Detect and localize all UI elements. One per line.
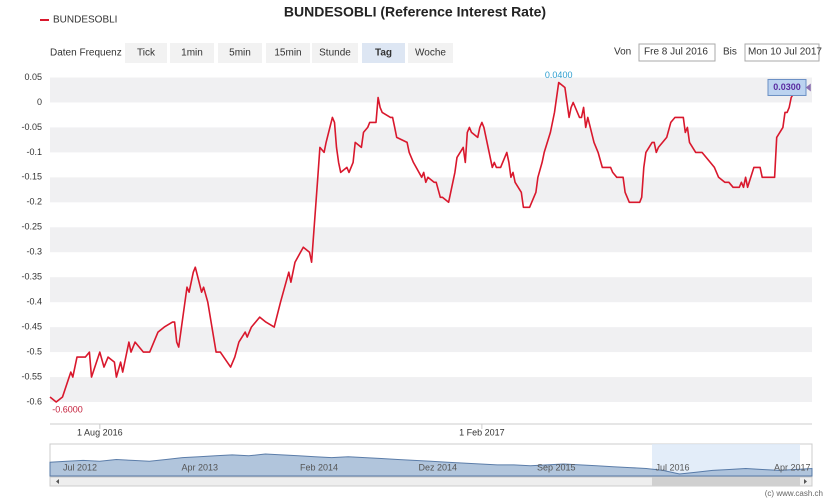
scrollbar-thumb[interactable] bbox=[652, 477, 800, 486]
navigator-series bbox=[49, 453, 813, 477]
grid-band bbox=[50, 77, 812, 103]
frequency-button[interactable] bbox=[408, 43, 453, 63]
grid-band bbox=[50, 227, 812, 253]
navigator-label: Apr 2017 bbox=[774, 462, 811, 472]
from-input[interactable] bbox=[638, 43, 716, 62]
grid-band bbox=[50, 127, 812, 153]
grid-band bbox=[50, 377, 812, 403]
frequency-button[interactable] bbox=[218, 43, 262, 63]
y-tick-label: -0.2 bbox=[26, 197, 42, 207]
y-tick-label: 0.05 bbox=[24, 72, 42, 82]
grid-band bbox=[50, 277, 812, 303]
frequency-button[interactable] bbox=[266, 43, 310, 63]
navigator-label: Feb 2014 bbox=[300, 462, 338, 472]
grid-band bbox=[50, 327, 812, 353]
grid-band bbox=[50, 177, 812, 203]
navigator-label: Dez 2014 bbox=[419, 462, 458, 472]
y-tick-label: -0.5 bbox=[26, 346, 42, 356]
frequency-button-label[interactable]: Tick bbox=[137, 48, 156, 59]
y-tick-label: 0 bbox=[37, 97, 42, 107]
scroll-right[interactable] bbox=[804, 479, 807, 484]
last-value-label: 0.0300 bbox=[773, 82, 801, 92]
to-input[interactable] bbox=[744, 43, 820, 62]
y-tick-label: -0.25 bbox=[21, 222, 42, 232]
y-tick-label: -0.55 bbox=[21, 371, 42, 381]
from-label: Von bbox=[614, 47, 631, 58]
navigator-label: Jul 2012 bbox=[63, 462, 97, 472]
frequency-button-label[interactable]: Tag bbox=[375, 48, 392, 59]
to-label: Bis bbox=[723, 47, 737, 58]
x-tick-label: 1 Feb 2017 bbox=[459, 427, 505, 437]
series-line bbox=[49, 81, 806, 403]
min-label: -0.6000 bbox=[52, 404, 83, 414]
x-tick-label: 1 Aug 2016 bbox=[77, 427, 123, 437]
y-tick-label: -0.45 bbox=[21, 322, 42, 332]
from-value[interactable]: Fre 8 Jul 2016 bbox=[644, 47, 708, 58]
y-tick-label: -0.4 bbox=[26, 297, 42, 307]
legend-label[interactable]: BUNDESOBLI bbox=[53, 15, 117, 26]
frequency-button-label[interactable]: Stunde bbox=[319, 48, 351, 59]
scrollbar[interactable] bbox=[49, 476, 813, 487]
frequency-button-label[interactable]: 1min bbox=[181, 48, 203, 59]
navigator-label: Jul 2016 bbox=[656, 462, 690, 472]
frequency-label: Daten Frequenz bbox=[50, 48, 122, 59]
credit: (c) www.cash.ch bbox=[765, 489, 823, 498]
navigator-label: Apr 2013 bbox=[182, 462, 219, 472]
frequency-button-label[interactable]: 15min bbox=[274, 48, 301, 59]
frequency-button[interactable] bbox=[125, 43, 167, 63]
navigator-label: Sep 2015 bbox=[537, 462, 576, 472]
y-tick-label: -0.1 bbox=[26, 147, 42, 157]
y-tick-label: -0.35 bbox=[21, 272, 42, 282]
y-tick-label: -0.3 bbox=[26, 247, 42, 257]
y-tick-label: -0.15 bbox=[21, 172, 42, 182]
plot-area bbox=[49, 77, 812, 403]
frequency-button-label[interactable]: 5min bbox=[229, 48, 251, 59]
chart-title: BUNDESOBLI (Reference Interest Rate) bbox=[284, 4, 546, 20]
y-tick-label: -0.05 bbox=[21, 122, 42, 132]
frequency-button[interactable] bbox=[312, 43, 358, 63]
scroll-left[interactable] bbox=[56, 479, 59, 484]
last-value-marker bbox=[805, 83, 811, 92]
y-tick-label: -0.6 bbox=[26, 396, 42, 406]
frequency-button[interactable] bbox=[362, 43, 405, 63]
to-value[interactable]: Mon 10 Jul 2017 bbox=[748, 47, 822, 58]
frequency-button-label[interactable]: Woche bbox=[415, 48, 446, 59]
max-label: 0.0400 bbox=[545, 70, 573, 80]
frequency-button[interactable] bbox=[170, 43, 214, 63]
